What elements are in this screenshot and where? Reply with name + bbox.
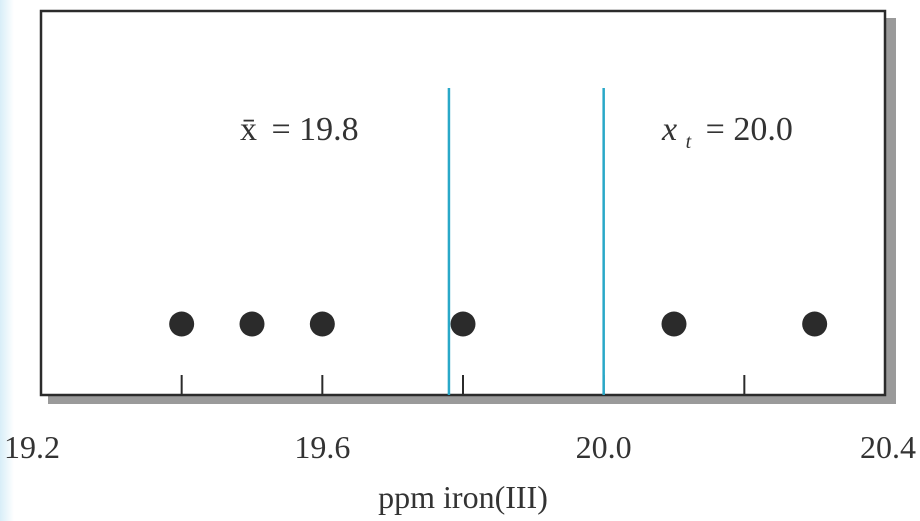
true-value-label: x t = 20.0 <box>661 111 793 156</box>
data-point-2 <box>309 311 335 337</box>
x-axis-title: ppm iron(III) <box>378 479 548 515</box>
data-point-3 <box>450 311 476 337</box>
true-value-text: = 20.0 <box>706 111 793 148</box>
true-value-subscript: t <box>686 131 692 153</box>
x-tick-label-2: 20.0 <box>576 429 632 465</box>
plot-frame <box>39 9 887 397</box>
data-point-4 <box>661 311 687 337</box>
reference-lines <box>447 88 605 395</box>
data-point-5 <box>802 311 828 337</box>
mean-symbol: x̄ <box>240 111 257 148</box>
x-tick-labels: 19.2 19.6 20.0 20.4 <box>4 429 916 465</box>
left-edge-glow <box>0 0 14 521</box>
data-point-1 <box>239 311 265 337</box>
mean-value-text: = 19.8 <box>272 111 359 148</box>
data-point-0 <box>169 311 195 337</box>
data-points <box>169 311 828 337</box>
x-tick-label-0: 19.2 <box>4 429 60 465</box>
x-tick-label-3: 20.4 <box>860 429 916 465</box>
x-tick-label-1: 19.6 <box>294 429 350 465</box>
mean-label: x̄ = 19.8 <box>240 111 359 148</box>
true-value-symbol: x <box>661 111 677 148</box>
